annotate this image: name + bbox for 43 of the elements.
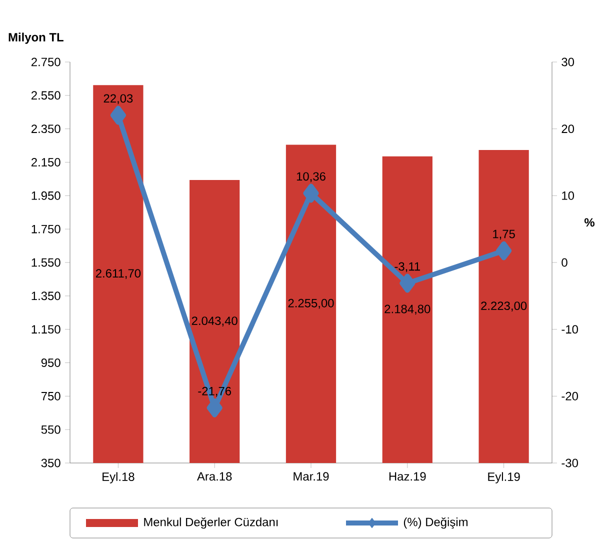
x-tick-label: Eyl.18 xyxy=(102,472,134,484)
y-tick-label: 2.350 xyxy=(31,124,60,134)
y-tick-label: 750 xyxy=(41,392,60,400)
y-tick-label: 950 xyxy=(41,358,60,367)
data-label: 2.184,80 xyxy=(384,304,430,315)
point xyxy=(110,106,126,125)
y2-tick-label: 30 xyxy=(562,58,574,66)
y-axis-title: Milyon TL xyxy=(8,32,64,44)
y-tick-label: 2.550 xyxy=(31,91,60,100)
legend-label: Menkul Değerler Cüzdanı xyxy=(144,517,278,529)
data-label: 1,75 xyxy=(493,230,515,240)
point xyxy=(400,274,416,293)
y-tick-label: 1.550 xyxy=(32,258,60,267)
data-label: 2.043,40 xyxy=(192,316,238,326)
y-tick-label: 1.350 xyxy=(32,292,60,300)
x-tick-label: Haz.19 xyxy=(389,472,426,481)
x-tick-label: Ara.18 xyxy=(197,472,232,481)
y2-tick-label: -20 xyxy=(562,392,578,400)
y2-tick-label: -10 xyxy=(562,325,578,334)
point xyxy=(206,398,222,418)
x-tick-label: Mar.19 xyxy=(294,472,329,481)
data-label: 2.611,70 xyxy=(96,269,141,279)
point xyxy=(496,241,512,260)
y2-axis-title: % xyxy=(584,218,594,227)
y2-tick-label: -30 xyxy=(562,458,578,468)
y-tick-label: 350 xyxy=(41,458,60,468)
point xyxy=(303,184,319,203)
x-tick-label: Eyl.19 xyxy=(488,472,520,484)
y-tick-label: 550 xyxy=(41,425,60,434)
data-label: 2.223,00 xyxy=(481,302,527,312)
y-tick-label: 1.150 xyxy=(32,325,60,334)
data-label: -3,11 xyxy=(394,262,420,272)
legend-label: (%) Değişim xyxy=(404,517,468,529)
y-tick-label: 1.750 xyxy=(32,224,60,234)
y-tick-label: 1.950 xyxy=(32,191,60,200)
data-label: 10,36 xyxy=(296,172,326,182)
data-label: 2.255,00 xyxy=(288,298,334,309)
data-label: 22,03 xyxy=(104,94,133,104)
y-tick-label: 2.150 xyxy=(31,158,60,166)
y2-tick-label: 10 xyxy=(562,191,574,200)
y-tick-label: 2.750 xyxy=(31,58,60,66)
y2-tick-label: 20 xyxy=(562,124,574,134)
y2-tick-label: 0 xyxy=(562,258,568,267)
